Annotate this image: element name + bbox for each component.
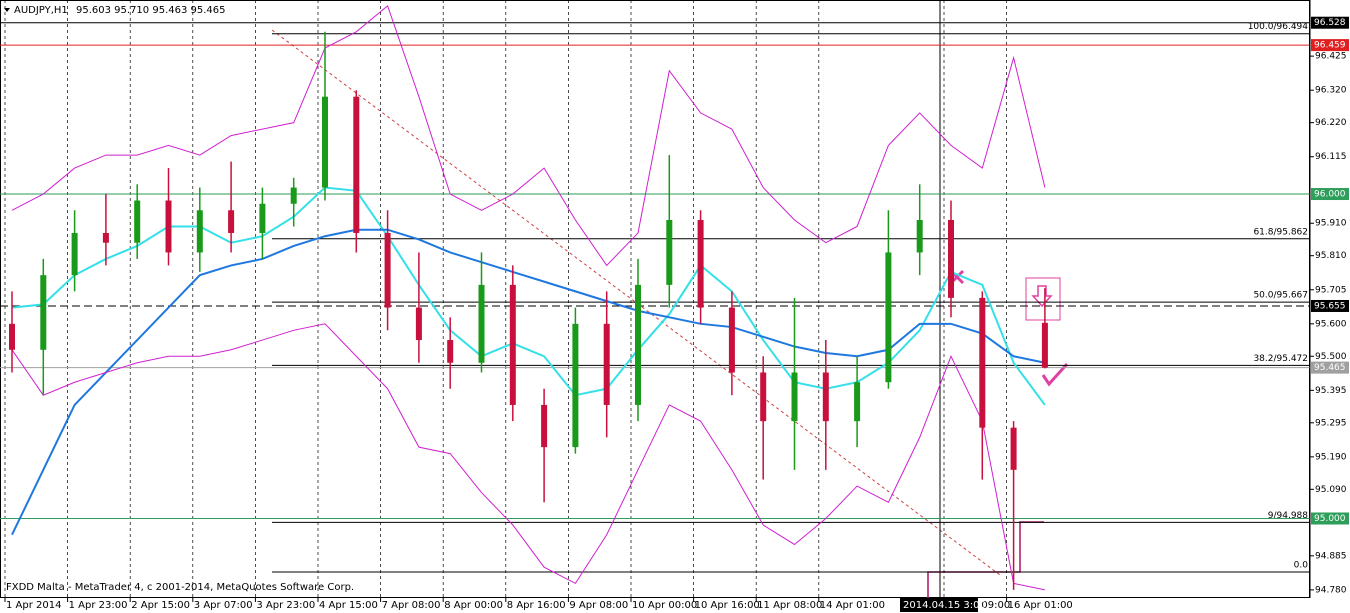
menu-arrow [4,8,10,12]
candle-body [447,340,454,363]
y-tick-label: 95.705 [1315,285,1347,295]
candle-body [728,307,735,373]
y-tick-label: 96.115 [1315,152,1347,162]
price-tag [1311,512,1349,525]
x-tick-label: 11 Apr 08:00 [757,600,822,611]
candle-body [948,219,954,298]
candle-body [384,232,391,308]
candle-body [228,210,235,233]
y-tick-label: 96.320 [1315,86,1347,96]
x-tick-label: 14 Apr 01:00 [820,600,885,611]
crosshair-label-box [900,598,978,612]
price-tag [1311,188,1349,201]
fib-label: 50.0/95.667 [1253,291,1308,301]
candle-body [541,404,548,448]
price-tag-label: 96.528 [1314,18,1346,28]
x-tick-label: 7 Apr 08:00 [382,600,441,611]
candle-body [666,219,673,285]
candle-body [791,372,798,422]
candle-body [1010,427,1017,470]
candle-body [1041,322,1048,368]
candle-body [353,96,360,233]
price-tag-label: 95.465 [1314,363,1346,373]
y-tick-label: 95.810 [1315,251,1347,261]
candle-body [854,382,861,422]
price-tag-label: 96.000 [1314,190,1346,200]
candle-body [9,323,15,350]
y-tick-label: 95.395 [1315,386,1347,396]
y-tick-label: 96.425 [1315,52,1347,62]
candle-body [165,200,172,253]
y-tick-label: 95.190 [1315,452,1347,462]
candle-body [134,200,141,243]
candle-body [478,284,485,363]
x-tick-label: 8 Apr 00:00 [444,600,503,611]
fib-label: 100.0/96.494 [1248,22,1309,32]
price-tag-label: 95.000 [1314,514,1346,524]
crosshair-label: 2014.04.15 3:00 [903,600,986,611]
candle-body [196,210,203,253]
y-tick-label: 95.910 [1315,219,1347,229]
candle-body [979,297,986,428]
y-tick-label: 94.780 [1315,585,1347,595]
y-tick-label: 95.295 [1315,418,1347,428]
x-tick-label: 3 Apr 23:00 [256,600,315,611]
price-tag [1311,299,1349,312]
y-tick-label: 96.220 [1315,118,1347,128]
footer: FXDD Malta - MetaTrader 4, c 2001-2014, … [6,582,354,593]
candle-body [635,284,641,405]
candle-body [697,219,704,308]
x-tick-label: 10 Apr 00:00 [632,600,697,611]
check-mark [1041,362,1069,387]
candle-body [916,219,923,253]
candle-body [290,187,297,204]
candle-body [259,203,266,233]
candle-body [822,372,829,422]
price-tag-label: 95.655 [1314,301,1346,311]
indicator-line [11,186,1046,406]
candle-body [102,232,109,243]
indicator-line [11,228,1046,536]
x-tick-label: 10 Apr 16:00 [695,600,760,611]
candle-body [885,252,892,383]
x-tick-label: 2 Apr 15:00 [131,600,190,611]
x-tick-label: 8 Apr 16:00 [507,600,566,611]
candle-body [71,232,78,276]
down-arrow [1031,285,1053,308]
y-tick-label: 95.500 [1315,352,1347,362]
y-tick-label: 95.600 [1315,319,1347,329]
x-tick-label: 16 Apr 01:00 [1008,600,1073,611]
fib-trendline [271,29,1001,576]
quote: 95.603 95.710 95.463 95.465 [76,5,226,16]
fib-label: 9/94.988 [1268,511,1309,521]
fib-label: 0.0 [1294,561,1309,571]
y-tick-label: 95.090 [1315,485,1347,495]
signal-box [1025,277,1061,321]
price-tag [1311,39,1349,52]
candle-body [415,307,422,341]
candle-body [509,284,516,405]
x-tick-label: 1 Apr 2014 [6,600,61,611]
price-tag [1311,361,1349,374]
fib-label: 38.2/95.472 [1253,354,1308,364]
candle-body [572,323,579,448]
candle-body [40,275,47,350]
candle-body [603,323,610,405]
candle-body [760,372,767,422]
x-tick-label: 9 Apr 08:00 [569,600,628,611]
chart-title: AUDJPY,H1 [14,5,68,16]
x-tick-label: 4 Apr 15:00 [319,600,378,611]
x-tick-label: 1 Apr 23:00 [69,600,128,611]
indicator-line [11,4,1046,267]
y-tick-label: 94.885 [1315,551,1347,561]
price-tag [1311,16,1349,29]
candle-body [322,96,328,188]
price-tag-label: 96.459 [1314,41,1346,51]
fib-label: 61.8/95.862 [1253,227,1308,237]
indicator-line [11,323,1046,591]
x-tick-label: 3 Apr 07:00 [194,600,253,611]
